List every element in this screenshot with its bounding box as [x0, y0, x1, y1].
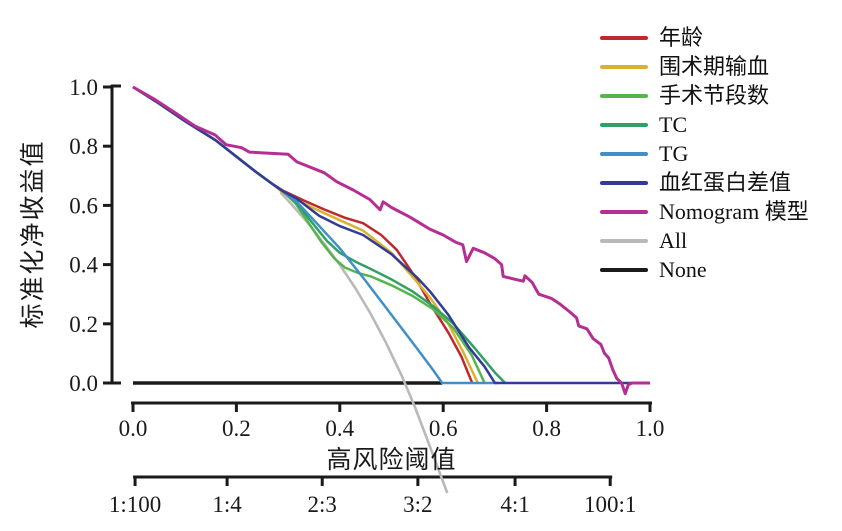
legend-label: None: [659, 256, 707, 282]
y-tick-label: 0.4: [69, 253, 98, 278]
legend-item-segments: 手术节段数: [600, 81, 809, 110]
x-tick-label: 0.2: [222, 416, 251, 441]
x-tick-label: 0.6: [429, 416, 458, 441]
legend-label: 手术节段数: [659, 82, 770, 108]
x-tick-label: 0.0: [119, 416, 148, 441]
ratio-tick-label: 1:4: [212, 492, 242, 517]
curve-nomogram: [132, 85, 650, 396]
legend-label: TC: [659, 111, 688, 137]
ratio-tick-label: 100:1: [584, 492, 636, 517]
curve-segments: [132, 85, 486, 384]
legend-label: All: [659, 227, 688, 253]
x-axis-title: 高风险阈值: [326, 447, 457, 474]
curve-age: [132, 85, 474, 384]
legend-swatch-nomogram: [600, 209, 648, 214]
legend-swatch-none: [600, 267, 648, 272]
curve-transfusion: [132, 85, 479, 384]
legend-item-nomogram: Nomogram 模型: [600, 197, 809, 226]
ratio-tick-label: 1:100: [109, 492, 161, 517]
y-tick-label: 0.6: [69, 193, 98, 218]
legend-swatch-segments: [600, 93, 648, 98]
legend-item-all: All: [600, 226, 809, 255]
ratio-tick-label: 3:2: [403, 492, 432, 517]
curve-tc: [132, 85, 507, 384]
legend-label: TG: [659, 140, 689, 166]
y-tick-label: 0.2: [69, 312, 98, 337]
legend-item-tg: TG: [600, 139, 809, 168]
legend-swatch-hb-diff: [600, 180, 648, 185]
x-tick-label: 1.0: [636, 416, 665, 441]
legend-item-hb-diff: 血红蛋白差值: [600, 168, 809, 197]
x-tick-label: 0.4: [325, 416, 354, 441]
legend-swatch-transfusion: [600, 64, 648, 69]
y-tick-label: 0.8: [69, 134, 98, 159]
legend: 年龄围术期输血手术节段数 TC TG 血红蛋白差值 Nomogram 模型 All None: [600, 23, 809, 284]
legend-label: 围术期输血: [659, 53, 770, 79]
legend-swatch-tg: [600, 151, 648, 156]
legend-item-tc: TC: [600, 110, 809, 139]
legend-swatch-all: [600, 238, 648, 243]
x-tick-label: 0.8: [532, 416, 561, 441]
y-axis-title: 标准化净收益值: [20, 139, 47, 329]
legend-label: Nomogram 模型: [659, 198, 809, 224]
y-tick-label: 1.0: [69, 75, 98, 100]
curve-hb-diff: [132, 85, 650, 385]
legend-item-none: None: [600, 255, 809, 284]
y-tick-label: 0.0: [69, 371, 98, 396]
ratio-tick-label: 2:3: [308, 492, 337, 517]
legend-item-age: 年龄: [600, 23, 809, 52]
legend-swatch-age: [600, 35, 648, 40]
legend-swatch-tc: [600, 122, 648, 127]
legend-label: 年龄: [659, 24, 704, 50]
ratio-tick-label: 4:1: [500, 492, 529, 517]
legend-label: 血红蛋白差值: [659, 169, 792, 195]
legend-item-transfusion: 围术期输血: [600, 52, 809, 81]
